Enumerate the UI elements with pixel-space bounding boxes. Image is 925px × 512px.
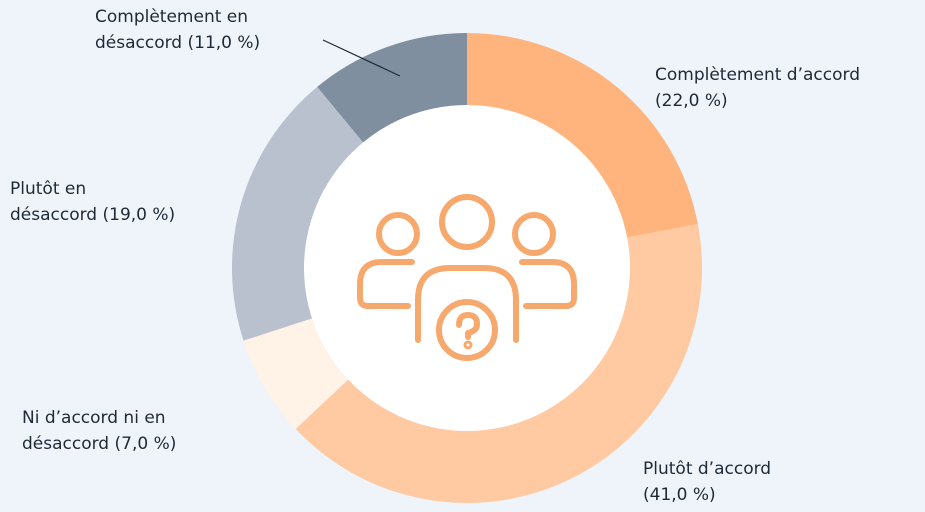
value-label: (11,0 %) — [187, 33, 261, 53]
slice-label: Plutôt en désaccord (19,0 %) — [10, 176, 175, 228]
value-label: (7,0 %) — [114, 434, 177, 454]
slice-label: Ni d’accord ni en désaccord (7,0 %) — [22, 405, 222, 457]
people-icon — [357, 194, 577, 361]
category-name: Complètement en désaccord — [95, 7, 249, 53]
category-name: Plutôt d’accord — [643, 459, 772, 479]
value-label: (41,0 %) — [643, 485, 716, 505]
slice-label: Plutôt d’accord (41,0 %) — [643, 456, 823, 508]
slice-label: Complètement en désaccord (11,0 %) — [95, 4, 310, 56]
category-name: Plutôt en désaccord — [10, 179, 98, 225]
category-name: Ni d’accord ni en désaccord — [22, 408, 166, 454]
leader-line — [322, 39, 401, 77]
category-name: Complètement d’accord — [655, 65, 860, 85]
slice-label: Complètement d’accord (22,0 %) — [655, 62, 925, 114]
value-label: (19,0 %) — [102, 205, 176, 225]
value-label: (22,0 %) — [655, 91, 728, 111]
